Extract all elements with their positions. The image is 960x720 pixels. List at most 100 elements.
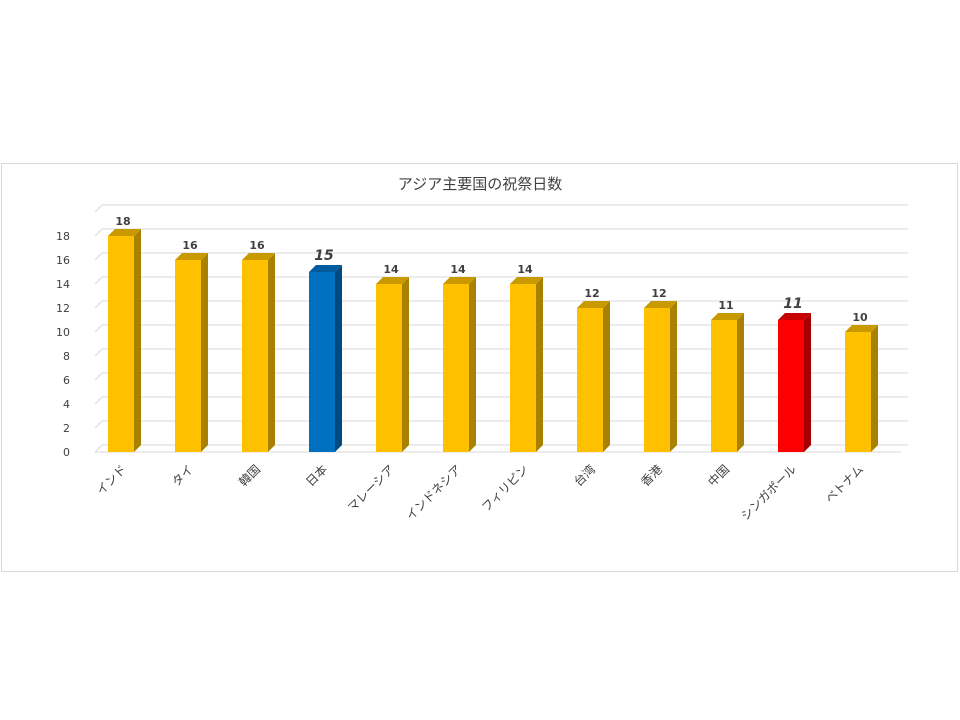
y-axis: 0 2 4 6 8 10 12 14 16 18: [56, 230, 70, 459]
y-tick-label: 2: [63, 422, 70, 435]
bar-top: [711, 313, 744, 320]
gridline-side: [94, 276, 103, 285]
bar: [443, 277, 476, 452]
x-tick-label: 台湾: [571, 462, 599, 490]
bar-front: [175, 260, 201, 452]
bar-front: [242, 260, 268, 452]
bar-front: [309, 272, 335, 452]
data-label: 12: [584, 287, 599, 300]
data-label: 18: [115, 215, 130, 228]
data-label: 14: [450, 263, 466, 276]
bar: [577, 301, 610, 452]
bar: [845, 325, 878, 452]
y-tick-label: 16: [56, 254, 70, 267]
data-label: 11: [718, 299, 733, 312]
gridline-side: [94, 204, 103, 213]
x-tick-label: インド: [94, 462, 129, 497]
bar-front: [711, 320, 737, 452]
bar-top: [376, 277, 409, 284]
x-tick-label: 香港: [638, 462, 665, 489]
gridline-side: [94, 420, 103, 429]
bar: [175, 253, 208, 452]
y-tick-label: 8: [63, 350, 70, 363]
x-tick-label: 韓国: [236, 462, 263, 489]
gridline-side: [94, 252, 103, 261]
data-labels: 18 16 16 15 14 14 14 12 12 11 11 10: [115, 215, 868, 324]
data-label: 14: [383, 263, 399, 276]
bar-front: [845, 332, 871, 452]
bar-front: [443, 284, 469, 452]
bar-front: [644, 308, 670, 452]
bar-top: [443, 277, 476, 284]
y-tick-label: 18: [56, 230, 70, 243]
x-tick-label: フィリピン: [479, 462, 531, 514]
bar-side: [536, 277, 543, 452]
x-tick-label: 日本: [303, 462, 330, 489]
gridline-side: [94, 444, 103, 453]
data-label: 10: [852, 311, 868, 324]
y-tick-label: 10: [56, 326, 70, 339]
bar-top: [778, 313, 811, 320]
y-tick-label: 4: [63, 398, 70, 411]
y-tick-label: 12: [56, 302, 70, 315]
bar: [510, 277, 543, 452]
gridline-side: [94, 324, 103, 333]
bar-top: [242, 253, 275, 260]
bar: [644, 301, 677, 452]
bar-front: [510, 284, 536, 452]
y-tick-label: 6: [63, 374, 70, 387]
x-tick-label: タイ: [169, 462, 196, 489]
bar-front: [376, 284, 402, 452]
data-label: 16: [182, 239, 198, 252]
bar-top: [108, 229, 141, 236]
bar-side: [201, 253, 208, 452]
bar: [309, 265, 342, 452]
x-axis: インド タイ 韓国 日本 マレーシア インドネシア フィリピン 台湾 香港 中国 シンガポール ベトナ…: [94, 462, 866, 524]
bar-top: [510, 277, 543, 284]
chart-title: アジア主要国の祝祭日数: [398, 175, 562, 193]
bar-side: [670, 301, 677, 452]
bar: [108, 229, 141, 452]
data-label: 12: [651, 287, 666, 300]
bar-side: [737, 313, 744, 452]
gridline-side: [94, 348, 103, 357]
bar-side: [871, 325, 878, 452]
bar-side: [402, 277, 409, 452]
x-tick-label: ベトナム: [823, 462, 867, 506]
bar-side: [804, 313, 811, 452]
bar-top: [309, 265, 342, 272]
bar: [376, 277, 409, 452]
bar-front: [108, 236, 134, 452]
bar-side: [469, 277, 476, 452]
x-tick-label: シンガポール: [738, 462, 799, 523]
bars: [108, 229, 878, 452]
y-tick-label: 0: [63, 446, 70, 459]
data-label: 16: [249, 239, 265, 252]
bar: [711, 313, 744, 452]
bar-front: [778, 320, 804, 452]
x-tick-label: 中国: [705, 462, 733, 490]
y-tick-label: 14: [56, 278, 70, 291]
bar-top: [175, 253, 208, 260]
bar-top: [845, 325, 878, 332]
bar-side: [335, 265, 342, 452]
gridline-side: [94, 300, 103, 309]
gridline-side: [94, 372, 103, 381]
gridline-side: [94, 228, 103, 237]
bar: [778, 313, 811, 452]
bar: [242, 253, 275, 452]
bar-side: [268, 253, 275, 452]
x-tick-label: マレーシア: [345, 462, 397, 514]
bar-front: [577, 308, 603, 452]
data-label: 11: [783, 296, 802, 312]
data-label: 14: [517, 263, 533, 276]
x-tick-label: インドネシア: [403, 462, 464, 523]
gridline-side: [94, 396, 103, 405]
bar-side: [134, 229, 141, 452]
bar-top: [577, 301, 610, 308]
bar-top: [644, 301, 677, 308]
data-label: 15: [314, 248, 334, 264]
bar-side: [603, 301, 610, 452]
gridlines: [94, 204, 908, 453]
